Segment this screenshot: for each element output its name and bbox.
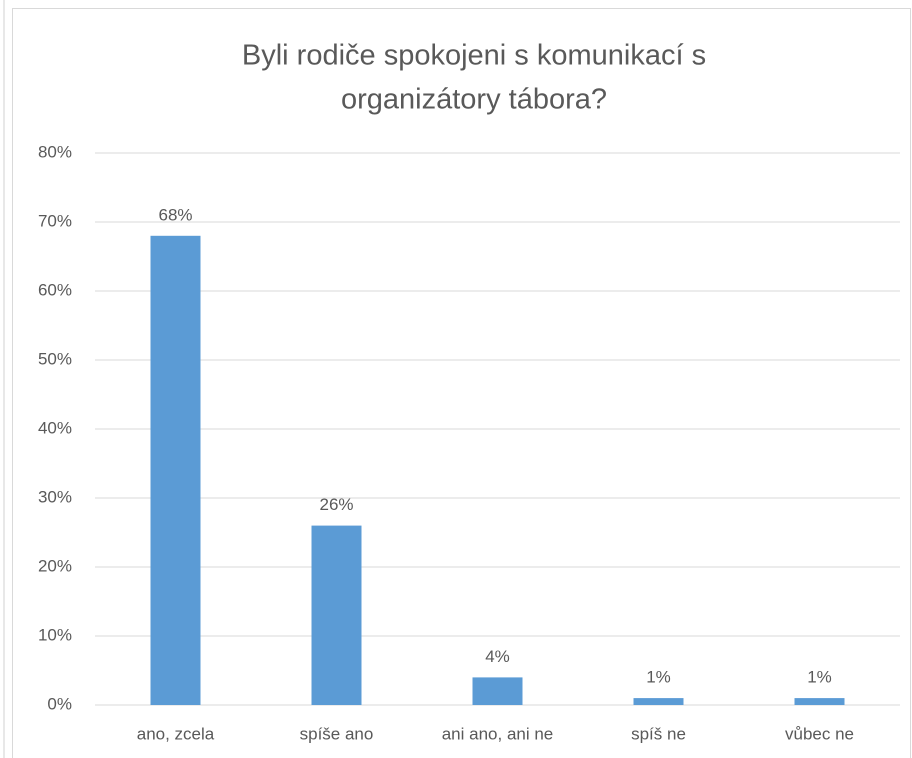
y-tick-label: 50% xyxy=(38,349,72,368)
chart-title: Byli rodiče spokojeni s komunikací s xyxy=(242,40,706,72)
y-tick-label: 30% xyxy=(38,487,72,506)
data-label: 68% xyxy=(158,205,192,224)
x-tick-label: ani ano, ani ne xyxy=(442,724,554,743)
y-tick-label: 70% xyxy=(38,211,72,230)
bar xyxy=(633,698,684,705)
data-label: 1% xyxy=(646,668,671,687)
x-tick-label: spíš ne xyxy=(631,724,686,743)
y-tick-label: 20% xyxy=(38,556,72,575)
data-label: 4% xyxy=(485,647,510,666)
chart-frame xyxy=(12,8,911,758)
bar xyxy=(150,235,201,706)
bar xyxy=(311,525,362,705)
data-label: 26% xyxy=(319,495,353,514)
y-tick-label: 80% xyxy=(38,142,72,161)
bar xyxy=(472,677,523,705)
x-tick-label: vůbec ne xyxy=(785,724,854,743)
y-tick-label: 10% xyxy=(38,625,72,644)
y-tick-label: 40% xyxy=(38,418,72,437)
bar xyxy=(794,698,845,705)
x-tick-label: ano, zcela xyxy=(137,724,215,743)
chart-title: organizátory tábora? xyxy=(341,84,607,116)
y-tick-label: 0% xyxy=(47,694,72,713)
x-tick-label: spíše ano xyxy=(300,724,374,743)
data-label: 1% xyxy=(807,668,832,687)
y-tick-label: 60% xyxy=(38,280,72,299)
